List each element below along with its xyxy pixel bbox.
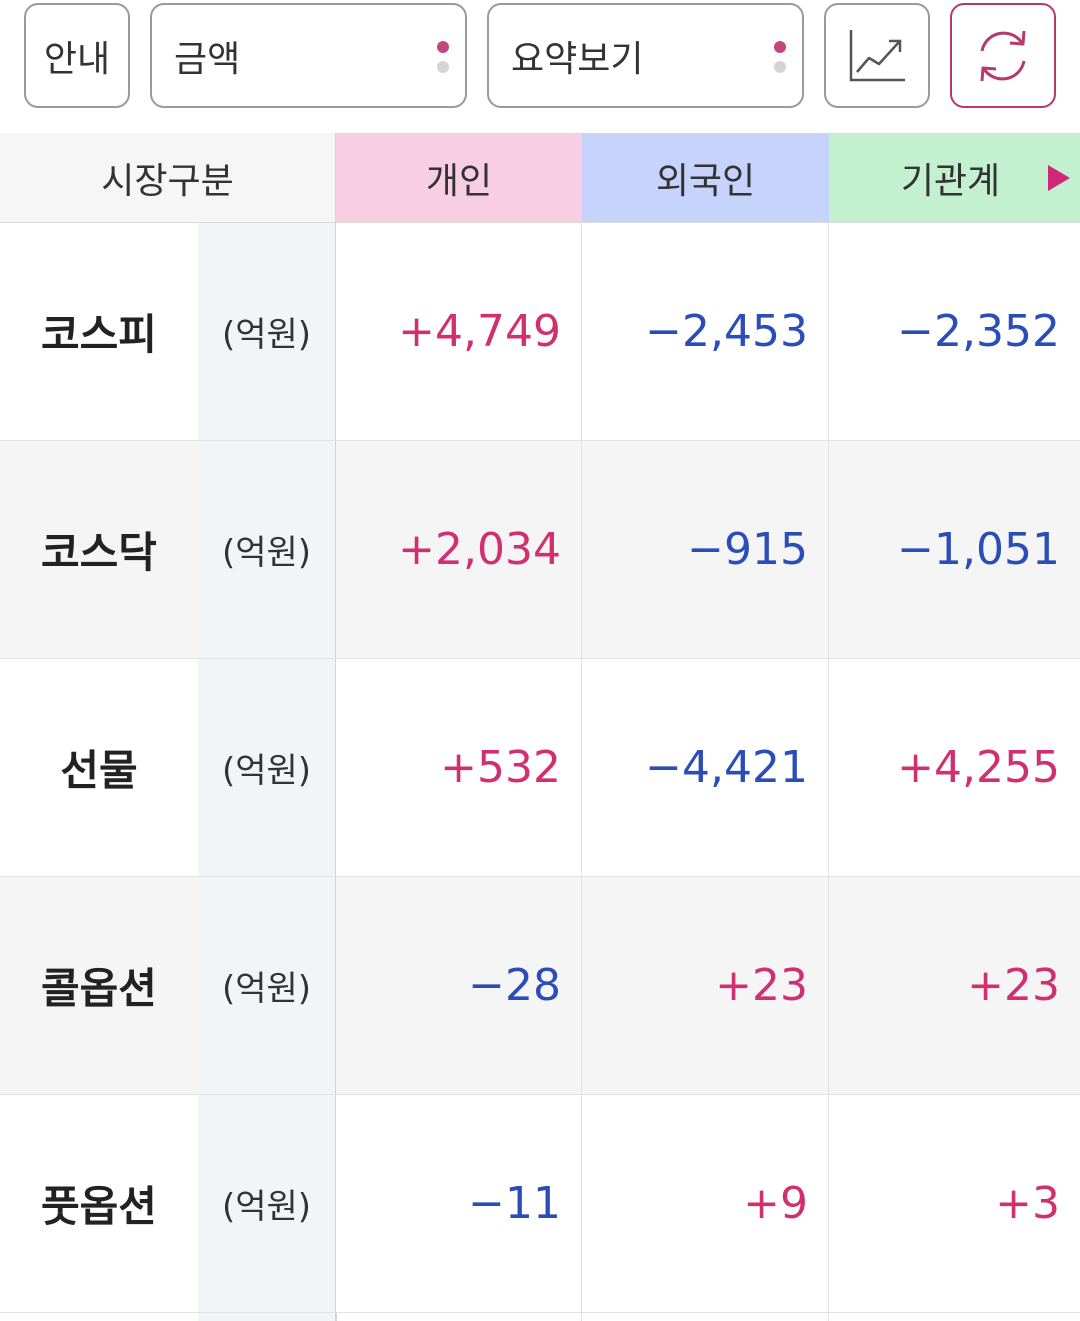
table-row: 풋옵션 (억원) −11 +9 +3 bbox=[0, 1095, 1080, 1313]
unit-label: (억원) bbox=[198, 659, 336, 876]
line-chart-icon bbox=[849, 29, 905, 81]
institution-value: +3 bbox=[829, 1095, 1080, 1312]
market-name: 콜옵션 bbox=[0, 877, 198, 1094]
refresh-icon bbox=[980, 30, 1026, 81]
summary-view-select[interactable]: 요약보기 bbox=[487, 3, 804, 108]
individual-value: +532 bbox=[336, 659, 582, 876]
toolbar: 안내 금액 요약보기 bbox=[0, 0, 1080, 133]
table-row: 콜옵션 (억원) −28 +23 +23 bbox=[0, 877, 1080, 1095]
header-foreign: 외국인 bbox=[582, 133, 829, 222]
foreign-value: −4,421 bbox=[582, 659, 829, 876]
foreign-value: +9 bbox=[582, 1095, 829, 1312]
unit-label: (억원) bbox=[198, 1095, 336, 1312]
table-row: 선물 (억원) +532 −4,421 +4,255 bbox=[0, 659, 1080, 877]
refresh-button[interactable] bbox=[950, 3, 1056, 108]
header-institution-label: 기관계 bbox=[900, 160, 1001, 202]
foreign-value: +23 bbox=[582, 877, 829, 1094]
header-market: 시장구분 bbox=[0, 133, 336, 222]
table-row: 코스닥 (억원) +2,034 −915 −1,051 bbox=[0, 441, 1080, 659]
institution-value: +23 bbox=[829, 877, 1080, 1094]
market-name: 풋옵션 bbox=[0, 1095, 198, 1312]
institution-value: +4,255 bbox=[829, 659, 1080, 876]
unit-label: (억원) bbox=[198, 441, 336, 658]
market-name: 코스피 bbox=[0, 223, 198, 440]
individual-value: +2,034 bbox=[336, 441, 582, 658]
foreign-value: −2,453 bbox=[582, 223, 829, 440]
foreign-value: −915 bbox=[582, 441, 829, 658]
table-row: 코스피 (억원) +4,749 −2,453 −2,352 bbox=[0, 223, 1080, 441]
header-individual: 개인 bbox=[336, 133, 582, 222]
individual-value: −11 bbox=[336, 1095, 582, 1312]
table-header: 시장구분 개인 외국인 기관계 bbox=[0, 133, 1080, 223]
guide-button-label: 안내 bbox=[43, 38, 111, 80]
amount-select[interactable]: 금액 bbox=[150, 3, 467, 108]
amount-select-value: 금액 bbox=[174, 38, 241, 80]
institution-value: −1,051 bbox=[829, 441, 1080, 658]
institution-value: −2,352 bbox=[829, 223, 1080, 440]
chart-button[interactable] bbox=[824, 3, 930, 108]
dropdown-dots-icon bbox=[774, 41, 786, 75]
market-name: 선물 bbox=[0, 659, 198, 876]
summary-view-select-value: 요약보기 bbox=[511, 38, 644, 80]
individual-value: +4,749 bbox=[336, 223, 582, 440]
table-body: 코스피 (억원) +4,749 −2,453 −2,352 코스닥 (억원) +… bbox=[0, 223, 1080, 1313]
guide-button[interactable]: 안내 bbox=[24, 3, 130, 108]
table-tail bbox=[0, 1313, 1080, 1321]
market-name: 코스닥 bbox=[0, 441, 198, 658]
play-arrow-icon[interactable] bbox=[1048, 165, 1070, 191]
header-institution: 기관계 bbox=[829, 133, 1080, 222]
unit-label: (억원) bbox=[198, 877, 336, 1094]
individual-value: −28 bbox=[336, 877, 582, 1094]
dropdown-dots-icon bbox=[437, 41, 449, 75]
unit-label: (억원) bbox=[198, 223, 336, 440]
